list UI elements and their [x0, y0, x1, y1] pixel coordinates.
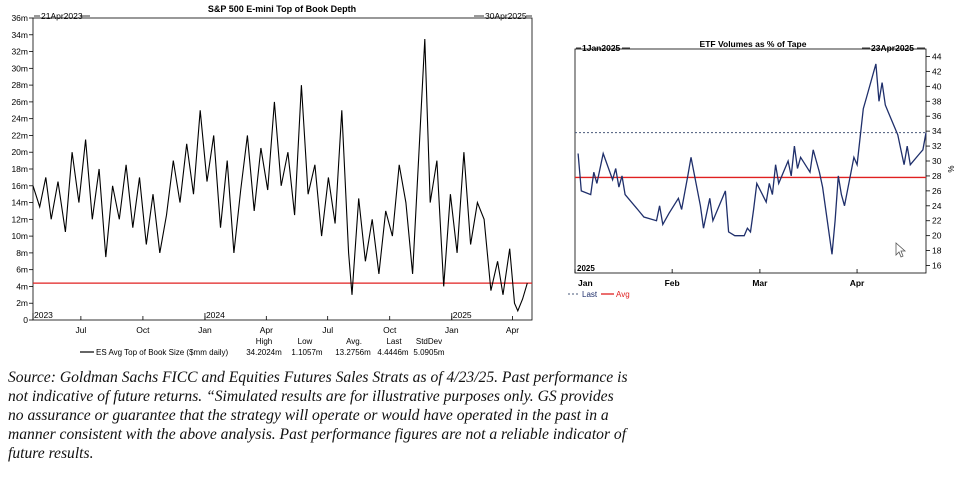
- chart2-x-tick-label: Apr: [850, 278, 865, 288]
- chart2-y-tick-label: 22: [932, 216, 942, 226]
- chart2-y-tick-label: 20: [932, 231, 942, 241]
- source-caption: Source: Goldman Sachs FICC and Equities …: [8, 369, 628, 462]
- chart2-x-tick-label: Jan: [578, 278, 593, 288]
- chart2-y-tick-label: 40: [932, 81, 942, 91]
- chart1-x-tick-label: Jul: [322, 325, 333, 335]
- chart1-y-tick-label: 32m: [11, 47, 28, 57]
- chart1-range-end: 30Apr2025: [474, 11, 532, 21]
- stat-value-avg: 13.2756m: [335, 348, 371, 357]
- chart2-range-end: 23Apr2025: [862, 43, 925, 53]
- stat-header-stddev: StdDev: [416, 337, 442, 346]
- chart1-x-axis: Jul Oct Jan Apr Jul Oct Jan Apr 2023 2024 2025: [32, 310, 519, 335]
- chart2-y-tick-label: 42: [932, 66, 942, 76]
- chart1-year-label: 2024: [206, 310, 225, 320]
- chart2-legend-avg-label: Avg: [616, 290, 630, 299]
- chart1-x-tick-label: Apr: [260, 325, 273, 335]
- chart1-y-tick-label: 6m: [16, 265, 28, 275]
- chart2-x-tick-label: Mar: [752, 278, 768, 288]
- es-top-of-book-chart: S&P 500 E-mini Top of Book Depth 21Apr20…: [11, 4, 533, 357]
- chart1-y-tick-label: 26m: [11, 97, 28, 107]
- stat-value-last: 4.4446m: [377, 348, 408, 357]
- chart1-plot-frame: [32, 17, 533, 321]
- chart1-y-tick-label: 16m: [11, 181, 28, 191]
- chart2-x-tick-label: Feb: [665, 278, 680, 288]
- chart1-y-tick-label: 10m: [11, 231, 28, 241]
- chart1-y-tick-label: 12m: [11, 214, 28, 224]
- chart2-x-axis: Jan Feb Mar Apr: [574, 269, 865, 288]
- chart1-legend-label: ES Avg Top of Book Size ($mm daily): [96, 348, 229, 357]
- chart2-y-axis: 16 18 20 22 24 26 28 30 32 34 36 38 40 42 44: [926, 51, 942, 271]
- stat-value-low: 1.1057m: [291, 348, 322, 357]
- stat-header-last: Last: [386, 337, 402, 346]
- chart2-y-tick-label: 44: [932, 51, 942, 61]
- chart1-y-tick-label: 20m: [11, 147, 28, 157]
- chart1-x-tick-label: Apr: [506, 325, 519, 335]
- chart1-y-tick-label: 2m: [16, 298, 28, 308]
- chart2-y-unit: %: [946, 165, 955, 172]
- chart1-title: S&P 500 E-mini Top of Book Depth: [208, 4, 356, 14]
- stat-header-avg: Avg.: [346, 337, 362, 346]
- chart1-y-tick-label: 4m: [16, 281, 28, 291]
- chart1-y-tick-label: 34m: [11, 30, 28, 40]
- chart1-x-tick-label: Oct: [136, 325, 150, 335]
- chart1-legend: ES Avg Top of Book Size ($mm daily) High…: [80, 337, 445, 357]
- chart1-x-tick-label: Oct: [383, 325, 397, 335]
- stat-value-high: 34.2024m: [246, 348, 282, 357]
- chart1-y-tick-label: 24m: [11, 114, 28, 124]
- chart2-y-tick-label: 38: [932, 96, 942, 106]
- chart2-y-tick-label: 34: [932, 126, 942, 136]
- chart1-y-tick-label: 22m: [11, 130, 28, 140]
- chart1-y-tick-label: 18m: [11, 164, 28, 174]
- chart2-y-tick-label: 36: [932, 111, 942, 121]
- cursor-pointer-icon: [895, 242, 907, 258]
- chart2-range-start-label: 1Jan2025: [582, 43, 621, 53]
- chart1-series-line: [32, 38, 528, 313]
- chart1-year-label: 2025: [453, 310, 472, 320]
- chart2-plot-frame: [574, 48, 927, 274]
- chart2-legend: Last Avg: [568, 290, 630, 299]
- chart1-y-tick-label: 30m: [11, 63, 28, 73]
- stat-value-stddev: 5.0905m: [413, 348, 444, 357]
- chart2-y-tick-label: 18: [932, 246, 942, 256]
- chart1-y-tick-label: 0: [23, 315, 28, 325]
- chart2-series-line: [577, 63, 927, 255]
- chart1-range-start-label: 21Apr2023: [41, 11, 83, 21]
- chart1-y-tick-label: 36m: [11, 13, 28, 23]
- chart1-x-tick-label: Jan: [198, 325, 212, 335]
- chart2-range-end-label: 23Apr2025: [871, 43, 914, 53]
- chart2-y-tick-label: 28: [932, 171, 942, 181]
- chart2-year-label: 2025: [577, 264, 595, 273]
- stat-header-high: High: [256, 337, 272, 346]
- chart1-range-end-label: 30Apr2025: [485, 11, 527, 21]
- chart2-y-tick-label: 16: [932, 261, 942, 271]
- chart2-legend-last-label: Last: [582, 290, 598, 299]
- chart1-x-tick-label: Jan: [445, 325, 459, 335]
- chart2-y-tick-label: 26: [932, 186, 942, 196]
- chart1-y-axis: 0 2m 4m 6m 8m 10m 12m 14m 16m 18m 20m 22m 24m 26m 28m 3…: [11, 13, 33, 325]
- chart2-y-tick-label: 30: [932, 156, 942, 166]
- chart1-y-tick-label: 28m: [11, 80, 28, 90]
- chart1-x-tick-label: Jul: [75, 325, 86, 335]
- chart2-range-start: 1Jan2025: [576, 43, 630, 53]
- chart2-title: ETF Volumes as % of Tape: [700, 39, 807, 49]
- chart1-y-tick-label: 14m: [11, 198, 28, 208]
- chart2-y-tick-label: 32: [932, 141, 942, 151]
- chart2-y-tick-label: 24: [932, 201, 942, 211]
- chart1-y-tick-label: 8m: [16, 248, 28, 258]
- chart1-year-label: 2023: [34, 310, 53, 320]
- stat-header-low: Low: [298, 337, 313, 346]
- etf-volumes-chart: ETF Volumes as % of Tape 1Jan2025 23Apr2…: [568, 39, 955, 299]
- chart1-range-start: 21Apr2023: [34, 11, 90, 21]
